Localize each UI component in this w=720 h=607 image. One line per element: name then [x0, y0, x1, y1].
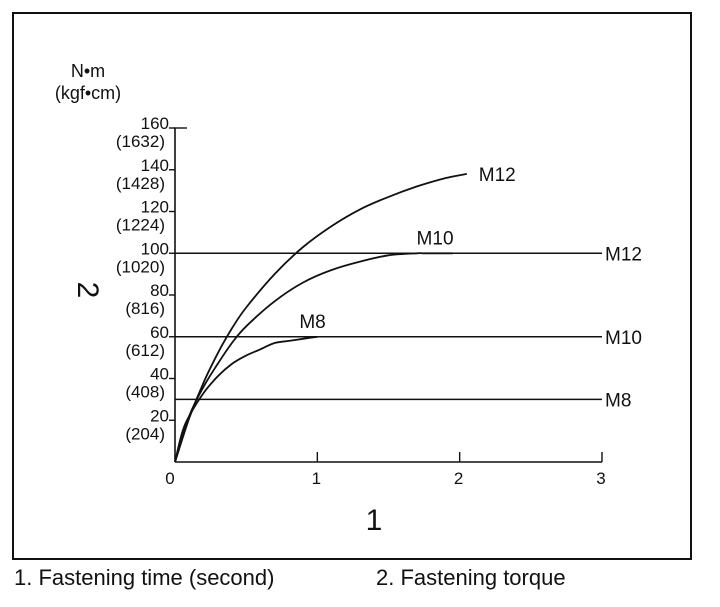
curve-m12	[174, 173, 467, 463]
curve-label-m8: M8	[299, 312, 325, 333]
caption-fastening-time: 1. Fastening time (second)	[14, 565, 275, 590]
y-tick-label: 20	[150, 406, 169, 425]
y-tick-label: 100	[141, 239, 169, 258]
horizontal-limit-lines	[175, 252, 602, 401]
x-tick-label: 2	[454, 469, 463, 488]
y-tick-sublabel: (204)	[125, 424, 165, 443]
limit-label-m12: M12	[605, 244, 642, 265]
x-axis-title: 1	[366, 504, 383, 537]
curve-label-m10: M10	[417, 228, 454, 249]
y-tick-sublabel: (612)	[125, 341, 165, 360]
chart-labels: 20(204)40(408)60(612)80(816)100(1020)120…	[55, 61, 642, 537]
curve-m8	[174, 335, 318, 463]
limit-label-m10: M10	[605, 328, 642, 349]
y-tick-sublabel: (1224)	[116, 216, 165, 235]
y-tick-sublabel: (1632)	[116, 132, 165, 151]
y-tick-label: 120	[141, 198, 169, 217]
curve-label-m12: M12	[479, 165, 516, 186]
y-tick-label: 160	[141, 114, 169, 133]
caption-fastening-torque: 2. Fastening torque	[376, 565, 566, 590]
x-tick-label: 3	[596, 469, 605, 488]
y-tick-label: 80	[150, 281, 169, 300]
x-tick-label: 1	[312, 469, 321, 488]
y-tick-label: 60	[150, 323, 169, 342]
y-tick-sublabel: (1020)	[116, 257, 165, 276]
y-tick-sublabel: (1428)	[116, 174, 165, 193]
x-tick-label: 0	[165, 469, 174, 488]
y-unit-secondary: (kgf•cm)	[55, 83, 121, 103]
y-tick-label: 40	[150, 365, 169, 384]
axes	[169, 127, 603, 463]
y-tick-sublabel: (816)	[125, 299, 165, 318]
y-unit-primary: N•m	[71, 61, 105, 81]
y-tick-label: 140	[141, 156, 169, 175]
y-axis-title: 2	[71, 282, 104, 299]
y-tick-sublabel: (408)	[125, 383, 165, 402]
curve-m10	[174, 252, 453, 463]
torque-curves	[174, 173, 467, 463]
chart-frame	[12, 12, 692, 560]
limit-label-m8: M8	[605, 390, 631, 411]
